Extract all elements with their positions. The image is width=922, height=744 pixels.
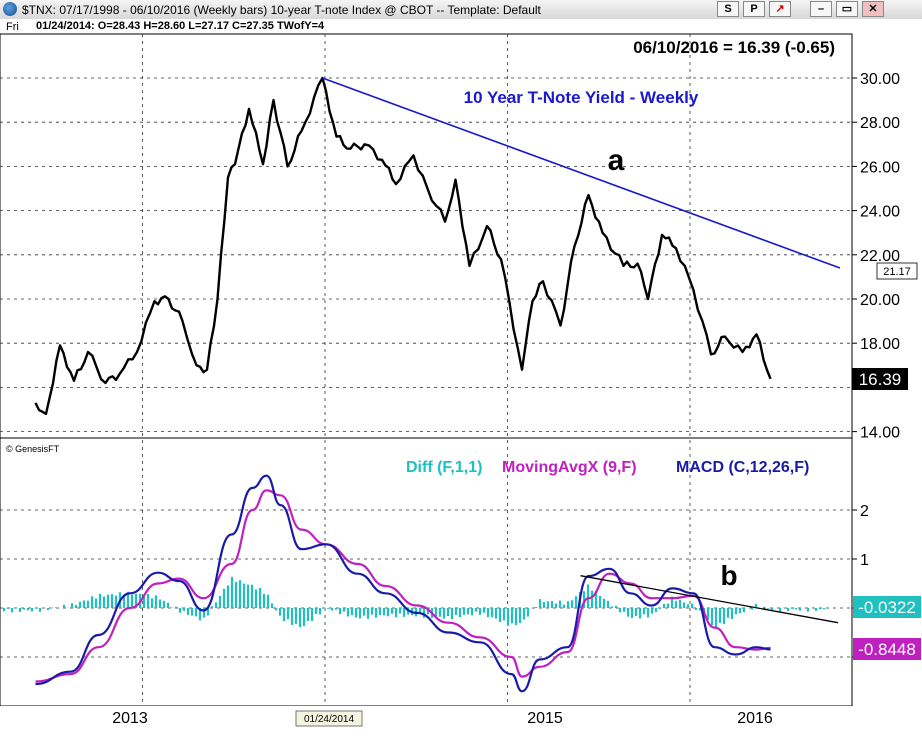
diff-value-label: -0.0322 bbox=[858, 598, 916, 617]
label-b: b bbox=[720, 560, 737, 591]
grid bbox=[0, 34, 852, 706]
p-button[interactable]: P bbox=[743, 1, 765, 17]
chart-title: 10 Year T-Note Yield - Weekly bbox=[464, 88, 699, 107]
price-line bbox=[34, 76, 772, 416]
y-tick-label: 22.00 bbox=[860, 248, 900, 265]
lower-panel bbox=[0, 437, 853, 707]
source-label: © GenesisFT bbox=[6, 444, 60, 454]
trendline-value-tag: 21.17 bbox=[876, 262, 918, 280]
bar-info-strip: Fri 01/24/2014: O=28.43 H=28.60 L=27.17 … bbox=[0, 19, 922, 34]
time-axis bbox=[0, 706, 922, 744]
last-price-tag: 16.39 bbox=[852, 368, 908, 390]
label-a: a bbox=[608, 144, 625, 177]
upper-y-axis: 30.00 28.00 26.00 24.00 22.00 20.00 18.00 14.00 bbox=[852, 71, 900, 442]
date-value-readout: 06/10/2016 = 16.39 (-0.65) bbox=[633, 38, 835, 57]
y-tick-label: 24.00 bbox=[860, 204, 900, 221]
y-tick-label-lower: 1 bbox=[860, 552, 869, 569]
macd-value-tag: -0.8448 bbox=[853, 638, 921, 660]
y-tick-label: 20.00 bbox=[860, 292, 900, 309]
x-axis-labels: 2013 2015 2016 bbox=[112, 710, 773, 727]
day-of-week: Fri bbox=[6, 21, 19, 33]
legend-signal: MovingAvgX (9,F) bbox=[502, 459, 637, 476]
maximize-button[interactable]: ▭ bbox=[836, 1, 858, 17]
ohlc-readout: 01/24/2014: O=28.43 H=28.60 L=27.17 C=27… bbox=[36, 20, 325, 32]
x-label-2015: 2015 bbox=[527, 710, 563, 727]
y-tick-label: 30.00 bbox=[860, 71, 900, 88]
macd-line bbox=[35, 474, 771, 693]
legend-diff: Diff (F,1,1) bbox=[406, 459, 482, 476]
signal-line bbox=[35, 489, 771, 683]
close-button[interactable]: ✕ bbox=[862, 1, 884, 17]
trendline-value-label: 21.17 bbox=[883, 266, 911, 278]
app-icon bbox=[3, 2, 17, 16]
indicator-legend: Diff (F,1,1) MovingAvgX (9,F) MACD (C,12… bbox=[406, 459, 809, 476]
macd-value-label: -0.8448 bbox=[858, 640, 916, 659]
upper-panel bbox=[0, 33, 853, 439]
y-tick-label-lower: 2 bbox=[860, 503, 869, 520]
crosshair-date-tag: 01/24/2014 bbox=[295, 710, 363, 727]
y-tick-label: 26.00 bbox=[860, 159, 900, 176]
x-label-2016: 2016 bbox=[737, 710, 773, 727]
upper-trendline bbox=[322, 77, 841, 269]
y-tick-label: 14.00 bbox=[860, 425, 900, 442]
window-title-bar: $TNX: 07/17/1998 - 06/10/2016 (Weekly ba… bbox=[0, 0, 922, 20]
y-tick-label: 18.00 bbox=[860, 336, 900, 353]
last-price-label: 16.39 bbox=[859, 370, 902, 389]
y-tick-label: 28.00 bbox=[860, 115, 900, 132]
minimize-button[interactable]: – bbox=[810, 1, 832, 17]
lower-trendline bbox=[580, 575, 839, 624]
diff-value-tag: -0.0322 bbox=[853, 596, 921, 618]
legend-macd: MACD (C,12,26,F) bbox=[676, 459, 809, 476]
s-button[interactable]: S bbox=[717, 1, 739, 17]
crosshair-date-label: 01/24/2014 bbox=[304, 714, 354, 725]
diff-histogram bbox=[2, 576, 826, 628]
window-title: $TNX: 07/17/1998 - 06/10/2016 (Weekly ba… bbox=[22, 3, 541, 17]
x-label-2013: 2013 bbox=[112, 710, 148, 727]
link-icon[interactable]: ↗ bbox=[769, 1, 791, 17]
